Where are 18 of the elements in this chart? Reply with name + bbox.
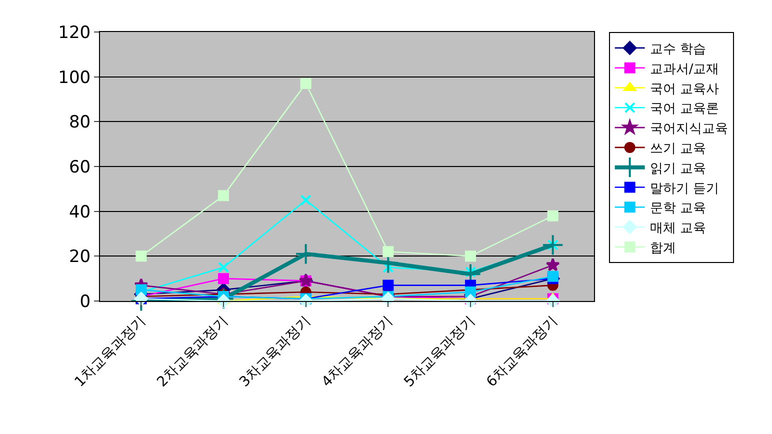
legend-label: 교수 학습 [650,42,706,58]
y-tick-label: 0 [80,292,91,312]
legend-label: 읽기 교육 [650,161,706,176]
legend-label: 교과서/교재 [650,62,720,77]
y-tick-label: 20 [68,247,91,268]
y-tick-label: 80 [68,112,91,133]
y-tick-label: 60 [68,157,91,178]
y-tick-label: 120 [58,22,91,43]
legend-label: 말하기 듣기 [650,181,719,196]
legend-label: 합계 [650,241,676,256]
legend-label: 국어지식교육 [650,122,728,137]
y-tick-label: 40 [68,202,91,222]
legend-label: 문학 교육 [650,201,706,216]
legend-label: 국어 교육론 [650,102,719,117]
legend-label: 국어 교육사 [650,82,719,97]
legend-label: 쓰기 교육 [650,142,706,157]
legend-label: 매체 교육 [650,221,706,236]
y-tick-label: 100 [58,68,91,88]
